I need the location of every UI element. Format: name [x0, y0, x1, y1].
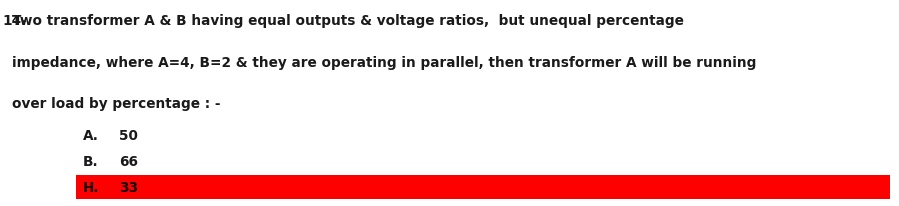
Text: H.: H.	[83, 180, 99, 194]
Text: B.: B.	[83, 155, 98, 169]
Text: over load by percentage : -: over load by percentage : -	[12, 97, 220, 111]
Text: impedance, where A=4, B=2 & they are operating in parallel, then transformer A w: impedance, where A=4, B=2 & they are ope…	[12, 56, 756, 70]
Bar	[76, 176, 890, 199]
Text: Two transformer A & B having equal outputs & voltage ratios,  but unequal percen: Two transformer A & B having equal outpu…	[12, 14, 683, 28]
Text: 14-: 14-	[3, 14, 28, 28]
Text: 50: 50	[119, 128, 138, 142]
Text: 33: 33	[119, 180, 138, 194]
Text: A.: A.	[83, 128, 99, 142]
Text: 66: 66	[119, 155, 138, 169]
